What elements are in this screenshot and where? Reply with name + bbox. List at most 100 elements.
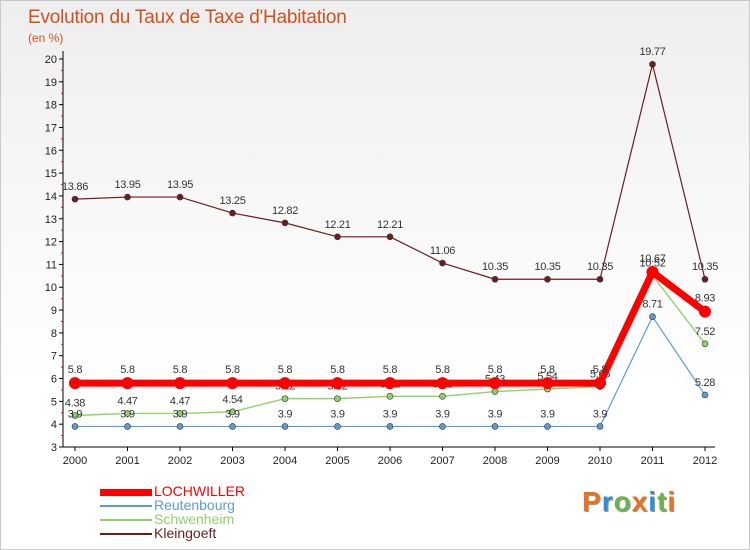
data-label-reutenbourg: 3.9 bbox=[68, 408, 83, 420]
data-label-reutenbourg: 3.9 bbox=[120, 408, 135, 420]
data-point-reutenbourg bbox=[439, 423, 446, 430]
legend-label-reutenbourg: Reutenbourg bbox=[154, 497, 235, 513]
data-point-schwenheim bbox=[281, 395, 289, 402]
data-point-schwenheim bbox=[176, 410, 184, 417]
x-tick-label: 2001 bbox=[115, 455, 139, 467]
data-point-reutenbourg bbox=[701, 391, 709, 399]
data-label-schwenheim: 4.47 bbox=[170, 395, 190, 407]
data-point-lochwiller bbox=[489, 377, 501, 390]
y-tick-label: 5 bbox=[51, 396, 57, 408]
data-point-schwenheim bbox=[124, 410, 131, 417]
data-point-schwenheim bbox=[439, 393, 446, 400]
data-label-reutenbourg: 3.9 bbox=[540, 408, 555, 420]
data-point-lochwiller bbox=[279, 377, 291, 390]
data-point-kleingoeft bbox=[334, 233, 341, 241]
data-point-kleingoeft bbox=[596, 275, 604, 283]
data-point-kleingoeft bbox=[491, 275, 499, 283]
y-tick-label: 6 bbox=[51, 374, 57, 386]
brand-letter: r bbox=[601, 486, 614, 517]
brand-letter: i bbox=[648, 486, 658, 517]
brand-letter: o bbox=[613, 486, 632, 517]
data-label-kleingoeft: 13.95 bbox=[167, 179, 193, 191]
data-point-reutenbourg bbox=[386, 423, 394, 430]
data-label-reutenbourg: 3.9 bbox=[383, 408, 398, 420]
legend-label-lochwiller: LOCHWILLER bbox=[154, 483, 246, 499]
data-label-kleingoeft: 13.25 bbox=[219, 195, 245, 207]
y-tick-label: 10 bbox=[45, 282, 57, 294]
data-point-lochwiller bbox=[226, 377, 239, 390]
data-label-kleingoeft: 10.35 bbox=[587, 261, 613, 273]
data-point-kleingoeft bbox=[386, 233, 394, 241]
data-point-lochwiller bbox=[436, 377, 449, 390]
chart-subtitle: (en %) bbox=[28, 31, 64, 45]
y-tick-label: 8 bbox=[51, 328, 57, 340]
data-label-lochwiller: 5.8 bbox=[488, 364, 503, 376]
data-label-lochwiller: 5.8 bbox=[593, 364, 608, 376]
data-label-lochwiller: 5.8 bbox=[383, 364, 398, 376]
data-label-kleingoeft: 12.82 bbox=[272, 205, 298, 217]
y-tick-label: 20 bbox=[45, 54, 57, 66]
data-point-kleingoeft bbox=[649, 60, 656, 68]
data-point-lochwiller bbox=[699, 305, 711, 318]
legend-swatch-reutenbourg bbox=[100, 505, 152, 507]
data-point-lochwiller bbox=[69, 377, 81, 390]
y-tick-label: 9 bbox=[51, 305, 57, 317]
data-point-reutenbourg bbox=[124, 423, 131, 430]
data-label-reutenbourg: 3.9 bbox=[173, 408, 188, 420]
x-tick-label: 2010 bbox=[588, 455, 612, 467]
data-label-kleingoeft: 11.06 bbox=[430, 245, 455, 257]
brand-letter: t bbox=[657, 486, 668, 517]
data-label-kleingoeft: 10.35 bbox=[482, 261, 508, 273]
brand-logo: Proxiti bbox=[582, 486, 676, 518]
data-point-kleingoeft bbox=[544, 275, 551, 283]
data-point-kleingoeft bbox=[124, 193, 131, 201]
y-tick-label: 7 bbox=[51, 351, 57, 363]
x-tick-label: 2011 bbox=[641, 455, 665, 467]
x-tick-label: 2006 bbox=[378, 455, 402, 467]
brand-letter: P bbox=[582, 486, 602, 517]
x-tick-label: 2004 bbox=[273, 455, 297, 467]
y-tick-label: 18 bbox=[45, 100, 57, 112]
data-point-reutenbourg bbox=[71, 423, 79, 430]
data-point-lochwiller bbox=[121, 377, 134, 390]
data-label-schwenheim: 4.38 bbox=[65, 398, 85, 410]
y-tick-label: 19 bbox=[45, 77, 57, 89]
data-point-lochwiller bbox=[174, 377, 186, 390]
legend-label-kleingoeft: Kleingoeft bbox=[154, 525, 217, 541]
x-tick-label: 2000 bbox=[63, 455, 87, 467]
data-label-schwenheim: 4.47 bbox=[117, 395, 137, 407]
y-tick-label: 17 bbox=[45, 122, 57, 134]
y-tick-label: 4 bbox=[51, 419, 57, 431]
x-tick-label: 2007 bbox=[430, 455, 454, 467]
y-tick-label: 11 bbox=[46, 259, 57, 271]
data-label-lochwiller: 5.8 bbox=[435, 364, 450, 376]
x-tick-label: 2002 bbox=[168, 455, 192, 467]
data-label-lochwiller: 5.8 bbox=[120, 364, 135, 376]
data-label-kleingoeft: 13.95 bbox=[114, 179, 140, 191]
data-point-reutenbourg bbox=[649, 313, 656, 320]
data-label-kleingoeft: 12.21 bbox=[377, 219, 403, 231]
y-tick-label: 12 bbox=[45, 237, 57, 249]
x-tick-label: 2003 bbox=[220, 455, 244, 467]
legend-swatch-kleingoeft bbox=[100, 533, 152, 535]
data-point-schwenheim bbox=[334, 395, 341, 402]
data-label-kleingoeft: 19.77 bbox=[639, 46, 665, 58]
data-label-reutenbourg: 3.9 bbox=[593, 408, 608, 420]
data-label-reutenbourg: 3.9 bbox=[278, 408, 293, 420]
data-point-lochwiller bbox=[594, 377, 606, 390]
legend-label-schwenheim: Schwenheim bbox=[154, 511, 235, 527]
x-tick-label: 2009 bbox=[535, 455, 559, 467]
legend-swatch-lochwiller bbox=[100, 488, 152, 496]
data-point-schwenheim bbox=[386, 393, 394, 400]
data-point-kleingoeft bbox=[281, 219, 289, 227]
brand-letter: x bbox=[631, 486, 649, 517]
data-point-kleingoeft bbox=[229, 209, 236, 217]
data-point-lochwiller bbox=[541, 377, 554, 390]
x-tick-label: 2012 bbox=[693, 455, 717, 467]
data-point-kleingoeft bbox=[71, 195, 79, 203]
data-point-schwenheim bbox=[71, 412, 79, 419]
data-label-kleingoeft: 10.35 bbox=[692, 261, 718, 273]
data-label-reutenbourg: 3.9 bbox=[488, 408, 503, 420]
data-label-schwenheim: 10.52 bbox=[639, 257, 665, 269]
